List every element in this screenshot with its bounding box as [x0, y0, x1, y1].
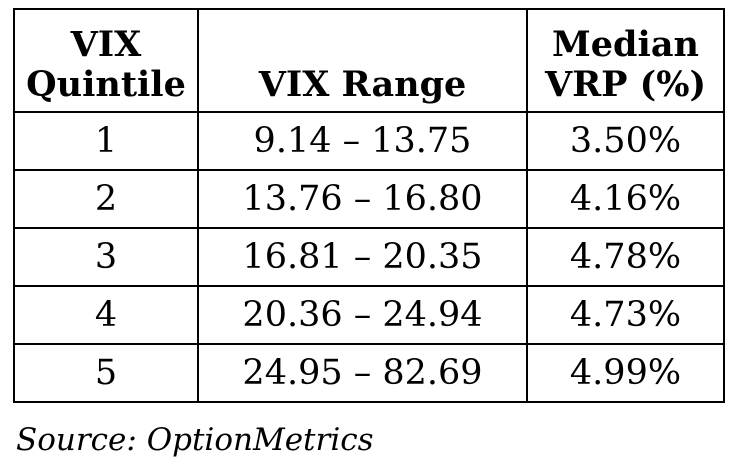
header-vix-range: VIX Range [197, 8, 528, 113]
header-median-vrp-line1: Median [552, 24, 699, 65]
source-note: Source: OptionMetrics [16, 422, 374, 458]
cell-median-vrp: 3.50% [526, 111, 725, 171]
table-row: 4 20.36 – 24.94 4.73% [13, 285, 725, 345]
cell-quintile: 2 [13, 169, 199, 229]
vix-quintile-table: VIX Quintile VIX Range Median VRP (%) 1 … [13, 8, 725, 403]
cell-quintile: 3 [13, 227, 199, 287]
cell-median-vrp: 4.99% [526, 343, 725, 403]
table-row: 1 9.14 – 13.75 3.50% [13, 111, 725, 171]
header-median-vrp: Median VRP (%) [526, 8, 725, 113]
cell-vix-range: 24.95 – 82.69 [197, 343, 528, 403]
cell-quintile: 4 [13, 285, 199, 345]
header-vix-quintile-line1: VIX [70, 24, 142, 65]
cell-quintile: 1 [13, 111, 199, 171]
table-row: 3 16.81 – 20.35 4.78% [13, 227, 725, 287]
cell-vix-range: 20.36 – 24.94 [197, 285, 528, 345]
header-vix-quintile: VIX Quintile [13, 8, 199, 113]
table-row: 2 13.76 – 16.80 4.16% [13, 169, 725, 229]
cell-median-vrp: 4.78% [526, 227, 725, 287]
header-median-vrp-line2: VRP (%) [544, 64, 707, 105]
cell-vix-range: 9.14 – 13.75 [197, 111, 528, 171]
table-row: 5 24.95 – 82.69 4.99% [13, 343, 725, 403]
header-vix-range-label: VIX Range [258, 64, 467, 105]
vix-quintile-table-container: VIX Quintile VIX Range Median VRP (%) 1 … [13, 8, 725, 403]
header-vix-quintile-line2: Quintile [26, 64, 186, 105]
cell-quintile: 5 [13, 343, 199, 403]
cell-median-vrp: 4.16% [526, 169, 725, 229]
cell-vix-range: 13.76 – 16.80 [197, 169, 528, 229]
cell-vix-range: 16.81 – 20.35 [197, 227, 528, 287]
table-header-row: VIX Quintile VIX Range Median VRP (%) [13, 8, 725, 113]
cell-median-vrp: 4.73% [526, 285, 725, 345]
